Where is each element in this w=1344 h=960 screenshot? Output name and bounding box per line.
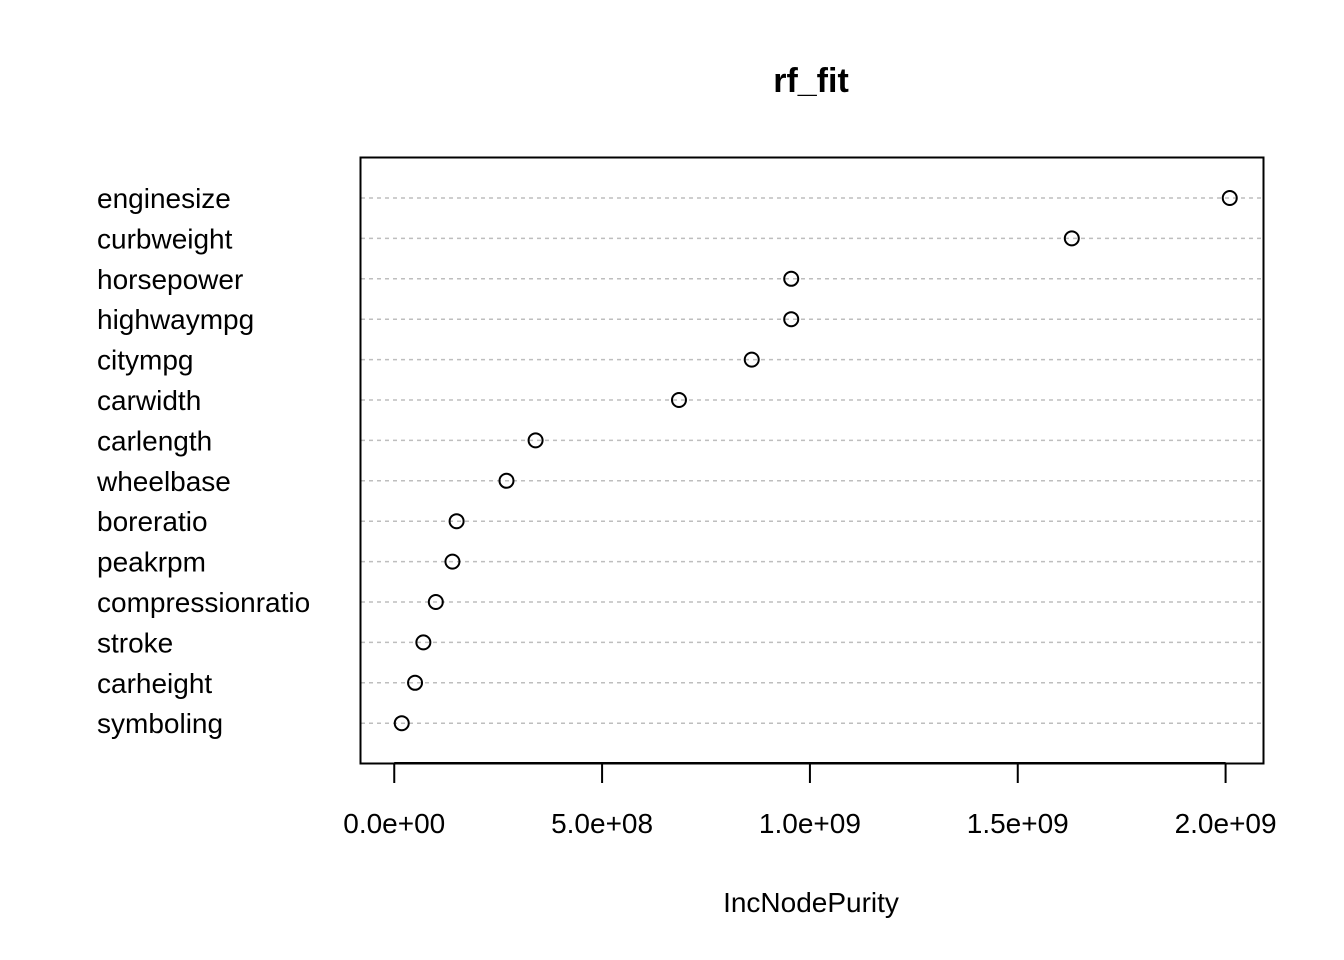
data-point-boreratio <box>448 513 465 530</box>
data-point-citympg <box>743 351 760 368</box>
category-label-enginesize: enginesize <box>97 183 231 214</box>
data-points <box>393 190 1238 732</box>
x-axis: 0.0e+00 5.0e+08 1.0e+09 1.5e+09 2.0e+09 <box>343 762 1277 839</box>
data-point-curbweight <box>1063 230 1080 247</box>
data-point-peakrpm <box>444 553 461 570</box>
x-tick-label-1: 5.0e+08 <box>551 808 653 839</box>
x-tick-label-0: 0.0e+00 <box>343 808 445 839</box>
category-label-carlength: carlength <box>97 425 212 456</box>
data-point-wheelbase <box>498 472 515 489</box>
data-point-carlength <box>527 432 544 449</box>
data-point-symboling <box>393 715 410 732</box>
category-label-highwaympg: highwaympg <box>97 304 254 335</box>
category-label-symboling: symboling <box>97 708 223 739</box>
x-tick-label-2: 1.0e+09 <box>759 808 861 839</box>
data-point-carwidth <box>670 392 687 408</box>
category-label-carheight: carheight <box>97 668 212 699</box>
category-label-stroke: stroke <box>97 627 173 658</box>
plot-frame <box>359 156 1265 765</box>
category-label-compressionratio: compressionratio <box>97 587 310 618</box>
data-point-stroke <box>415 634 432 651</box>
category-label-peakrpm: peakrpm <box>97 547 206 578</box>
category-labels: enginesize curbweight horsepower highwaympg… <box>96 183 310 739</box>
data-point-enginesize <box>1221 190 1238 206</box>
data-point-compressionratio <box>427 594 444 610</box>
x-tick-label-3: 1.5e+09 <box>967 808 1069 839</box>
chart-title: rf_fit <box>773 62 849 100</box>
x-tick-label-4: 2.0e+09 <box>1175 808 1277 839</box>
category-label-citympg: citympg <box>97 345 193 376</box>
category-label-wheelbase: wheelbase <box>96 466 231 497</box>
x-axis-title: IncNodePurity <box>723 887 899 918</box>
grid-lines <box>361 197 1263 724</box>
data-point-horsepower <box>783 270 800 287</box>
data-point-highwaympg <box>783 311 800 328</box>
data-point-carheight <box>407 674 424 691</box>
category-label-boreratio: boreratio <box>97 506 208 537</box>
category-label-carwidth: carwidth <box>97 385 201 416</box>
category-label-horsepower: horsepower <box>97 264 243 295</box>
category-label-curbweight: curbweight <box>97 223 233 254</box>
